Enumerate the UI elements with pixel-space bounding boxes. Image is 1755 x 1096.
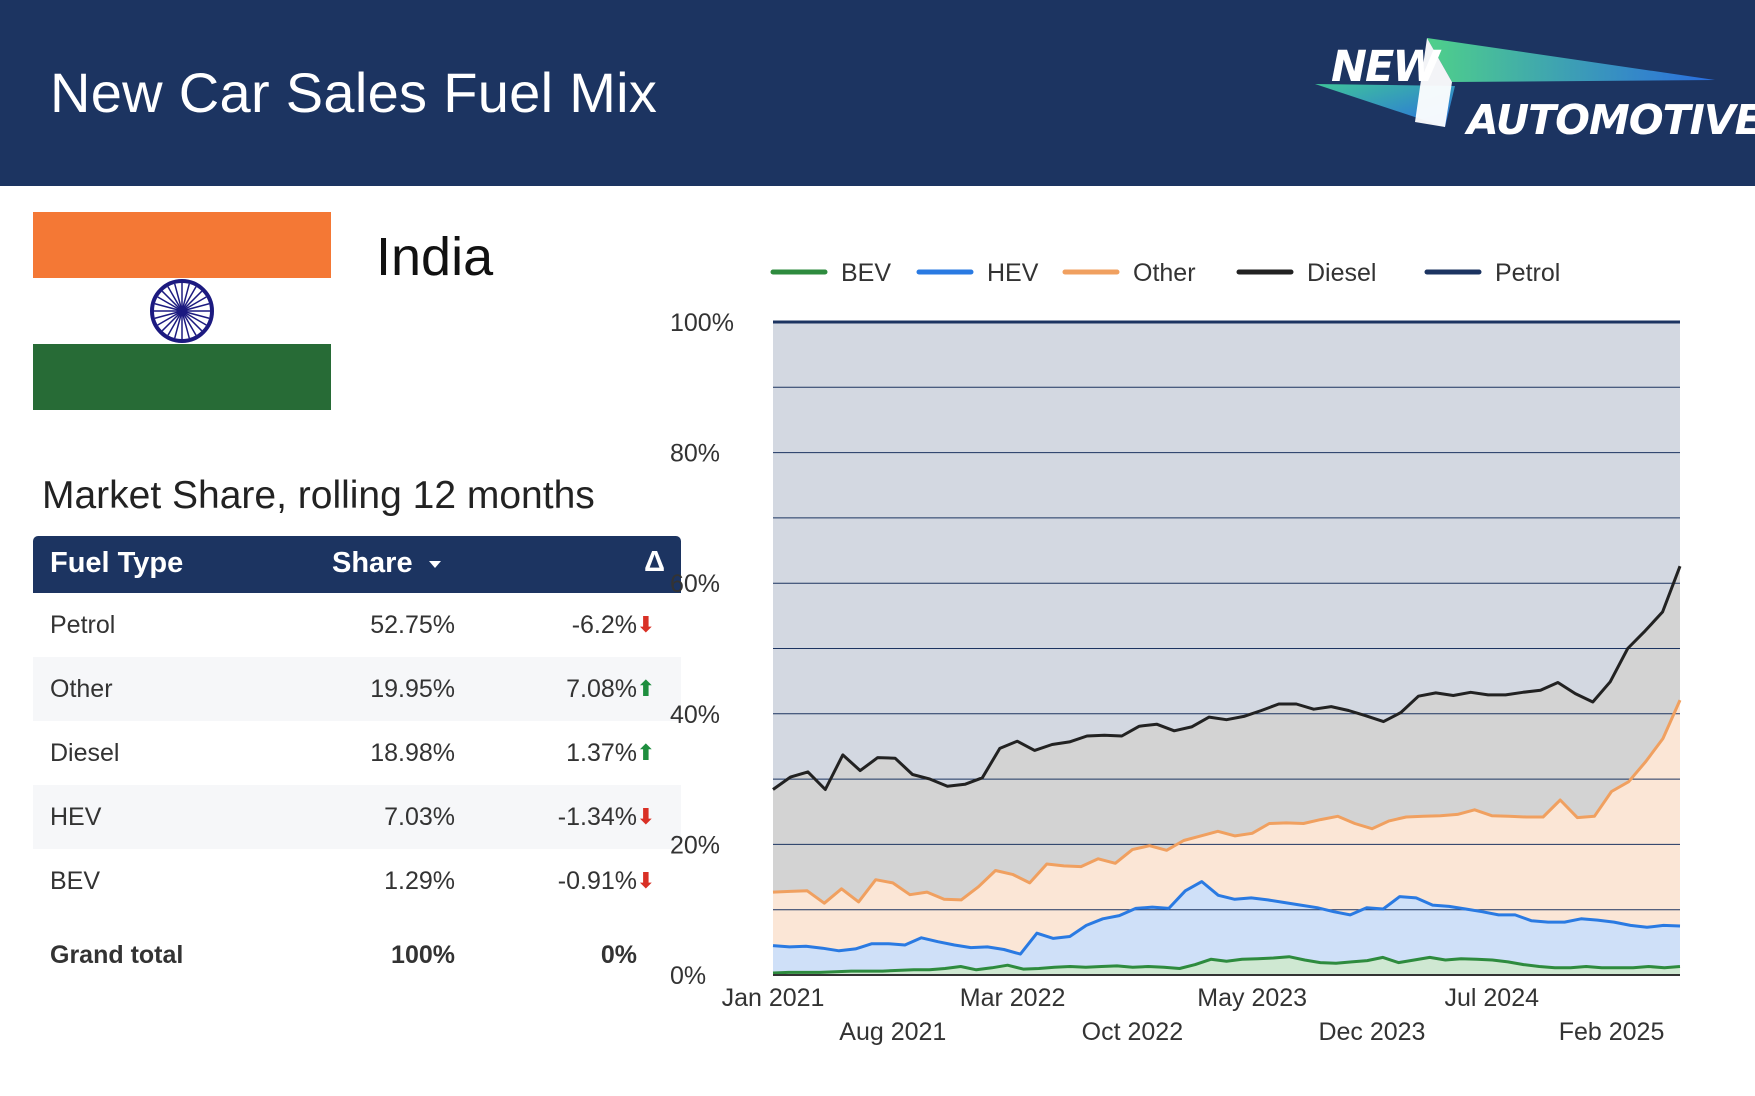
- table-total-row: Grand total 100% 0%: [33, 923, 681, 987]
- x-axis: Jan 2021 Aug 2021 Mar 2022 Oct 2022 May 2023…: [722, 984, 1665, 1046]
- brand-logo: NEW AUTOMOTIVE: [1315, 34, 1755, 154]
- legend-label: HEV: [987, 259, 1039, 287]
- cell-delta: -1.34%: [557, 803, 637, 831]
- table-row: HEV 7.03% -1.34% ⬇: [33, 785, 681, 849]
- table-row: BEV 1.29% -0.91% ⬇: [33, 849, 681, 913]
- cell-fuel-type: BEV: [50, 867, 101, 895]
- india-flag: [33, 212, 331, 410]
- area-bev: [773, 956, 1680, 975]
- cell-delta: -6.2%: [571, 611, 637, 639]
- area-hev: [773, 881, 1680, 975]
- legend-item-hev: HEV: [916, 259, 1039, 287]
- line-diesel: [772, 565, 1682, 791]
- logo-text-new: NEW: [1331, 42, 1440, 92]
- y-tick-label: 0%: [670, 962, 706, 990]
- cell-share: 7.03%: [384, 803, 455, 831]
- y-tick-label: 80%: [670, 440, 720, 468]
- column-header-share[interactable]: Share: [332, 547, 413, 579]
- chart-plot-area: [772, 320, 1682, 976]
- x-tick-label: Aug 2021: [839, 1018, 946, 1046]
- legend-item-bev: BEV: [770, 259, 891, 287]
- arrow-up-icon: ⬆: [636, 676, 655, 701]
- arrow-down-icon: ⬇: [636, 868, 655, 893]
- table-row: Diesel 18.98% 1.37% ⬆: [33, 721, 681, 785]
- cell-share: 52.75%: [370, 611, 455, 639]
- legend-label: Petrol: [1495, 259, 1560, 287]
- arrow-down-icon: ⬇: [636, 804, 655, 829]
- legend-label: BEV: [841, 259, 891, 287]
- line-other: [772, 699, 1682, 905]
- legend-label: Diesel: [1307, 259, 1376, 287]
- y-axis: 0% 20% 40% 60% 80% 100%: [670, 309, 734, 990]
- legend-item-petrol: Petrol: [1424, 259, 1560, 287]
- x-tick-label: May 2023: [1197, 984, 1307, 1012]
- table-row: Petrol 52.75% -6.2% ⬇: [33, 593, 681, 657]
- legend-item-other: Other: [1062, 259, 1196, 287]
- line-bev: [772, 955, 1681, 975]
- cell-total-share: 100%: [391, 941, 455, 969]
- x-tick-label: Mar 2022: [960, 984, 1066, 1012]
- cell-delta: 7.08%: [566, 675, 637, 703]
- cell-share: 18.98%: [370, 739, 455, 767]
- page-header: New Car Sales Fuel Mix NEW AUTOMOTIVE: [0, 0, 1755, 186]
- cell-share: 19.95%: [370, 675, 455, 703]
- arrow-up-icon: ⬆: [636, 740, 655, 765]
- market-share-table: Fuel Type Share Δ Petrol 52.75% -6.2% ⬇ …: [33, 536, 681, 987]
- line-hev: [772, 880, 1681, 956]
- y-tick-label: 20%: [670, 831, 720, 859]
- cell-delta: 1.37%: [566, 739, 637, 767]
- x-tick-label: Oct 2022: [1082, 1018, 1183, 1046]
- arrow-down-icon: ⬇: [636, 612, 655, 637]
- column-header-fuel-type[interactable]: Fuel Type: [50, 547, 184, 579]
- x-tick-label: Jul 2024: [1444, 984, 1539, 1012]
- fuel-mix-chart: BEV HEV Other Diesel Petrol 0% 20% 40% 60% 80% 10…: [670, 259, 1682, 1046]
- sort-desc-icon[interactable]: [429, 561, 441, 568]
- table-row: Other 19.95% 7.08% ⬆: [33, 657, 681, 721]
- cell-fuel-type: Petrol: [50, 611, 116, 639]
- y-tick-label: 60%: [670, 570, 720, 598]
- column-header-delta[interactable]: Δ: [644, 546, 665, 578]
- table-title: Market Share, rolling 12 months: [42, 474, 595, 517]
- country-name: India: [376, 227, 494, 287]
- flag-bottom-band: [33, 344, 331, 410]
- ashoka-chakra-icon: [150, 279, 214, 343]
- page-title: New Car Sales Fuel Mix: [50, 61, 658, 124]
- x-tick-label: Dec 2023: [1318, 1018, 1425, 1046]
- x-tick-label: Jan 2021: [722, 984, 825, 1012]
- y-tick-label: 100%: [670, 309, 734, 337]
- table-header: Fuel Type Share Δ: [33, 536, 681, 593]
- cell-share: 1.29%: [384, 867, 455, 895]
- logo-text-automotive: AUTOMOTIVE: [1467, 96, 1755, 144]
- cell-total-label: Grand total: [50, 941, 184, 969]
- y-tick-label: 40%: [670, 701, 720, 729]
- legend-label: Other: [1133, 259, 1196, 287]
- x-tick-label: Feb 2025: [1559, 1018, 1665, 1046]
- cell-total-delta: 0%: [600, 941, 637, 969]
- logo-mark-icon: [1315, 38, 1715, 127]
- flag-top-band: [33, 212, 331, 278]
- legend-item-diesel: Diesel: [1236, 259, 1376, 287]
- cell-fuel-type: HEV: [50, 803, 102, 831]
- cell-fuel-type: Diesel: [50, 739, 120, 767]
- chart-legend: BEV HEV Other Diesel Petrol: [770, 259, 1560, 287]
- cell-fuel-type: Other: [50, 675, 113, 703]
- cell-delta: -0.91%: [557, 867, 637, 895]
